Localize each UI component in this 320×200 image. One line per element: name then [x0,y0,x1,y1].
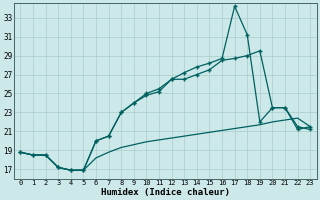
X-axis label: Humidex (Indice chaleur): Humidex (Indice chaleur) [101,188,230,197]
